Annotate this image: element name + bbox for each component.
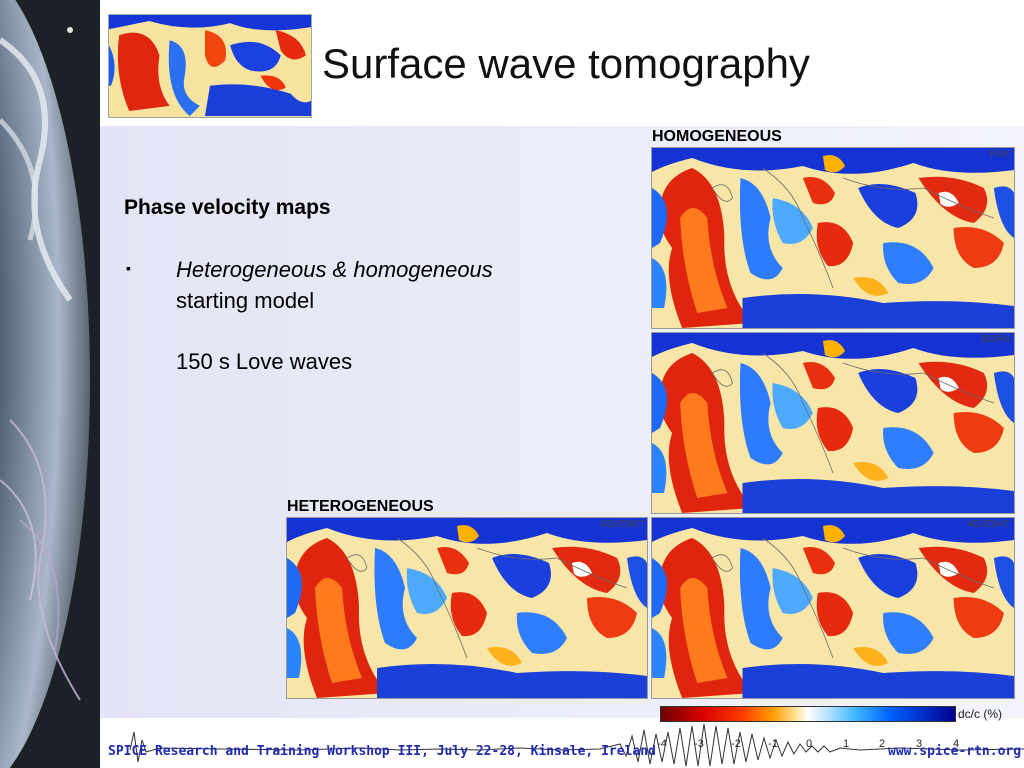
map-born-label: BORN: [981, 334, 1010, 345]
earth-image: [0, 0, 100, 768]
bullet-marker: ▪: [126, 260, 131, 276]
homogeneous-label: HOMOGENEOUS: [652, 128, 782, 145]
colorbar-tick: 4: [952, 738, 960, 750]
map-born: BORN: [651, 332, 1015, 514]
colorbar-tick: -3: [694, 738, 704, 750]
map-ray-label: RAY: [990, 149, 1010, 160]
map-ray: RAY: [651, 147, 1015, 329]
colorbar-tick: 2: [878, 738, 886, 750]
map-adjoint-heterogeneous-label: ADJOINT: [600, 519, 643, 530]
footer-text: SPICE Research and Training Workshop III…: [108, 744, 656, 759]
footer-url[interactable]: www.spice-rtn.org: [888, 744, 1022, 759]
colorbar-tick: -4: [657, 738, 667, 750]
bullet-line-3: 150 s Love waves: [176, 349, 353, 374]
bullet-line-1: Heterogeneous & homogeneous: [176, 257, 493, 282]
colorbar-tick: -1: [768, 738, 778, 750]
colorbar-tick: 0: [805, 738, 813, 750]
colorbar: [660, 706, 956, 722]
bullet-line-2: starting model: [176, 288, 315, 313]
subheading: Phase velocity maps: [124, 196, 331, 219]
seismogram-trace: [129, 723, 1024, 767]
map-adjoint-homogeneous-label: ADJOINT: [967, 519, 1010, 530]
map-adjoint-heterogeneous: ADJOINT: [286, 517, 648, 699]
colorbar-tick: -2: [731, 738, 741, 750]
heterogeneous-label: HETEROGENEOUS: [287, 498, 434, 515]
title-thumbnail-map: [108, 14, 312, 118]
page-title: Surface wave tomography: [322, 40, 810, 87]
colorbar-tick: 3: [915, 738, 923, 750]
colorbar-tick: 1: [842, 738, 850, 750]
colorbar-label: dc/c (%): [958, 707, 1003, 721]
map-adjoint-homogeneous: ADJOINT: [651, 517, 1015, 699]
